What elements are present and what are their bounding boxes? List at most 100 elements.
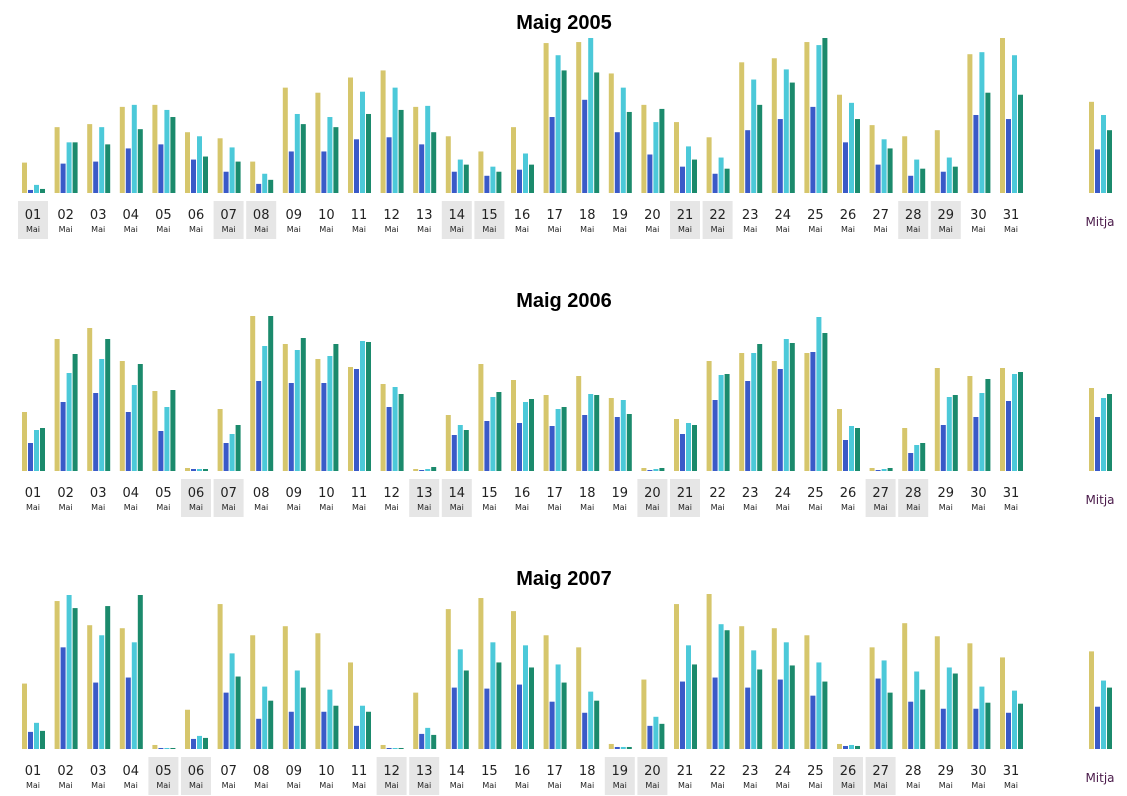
x-tick-label: 29 (938, 208, 955, 223)
bar (327, 356, 333, 471)
bar (511, 127, 516, 193)
bar (170, 117, 176, 193)
x-tick-label: 23 (742, 208, 759, 223)
x-tick-sublabel: Mai (874, 781, 888, 790)
bar (855, 428, 860, 471)
x-tick-sublabel: Mai (808, 503, 822, 512)
bar (1018, 703, 1023, 749)
x-tick-label: 17 (546, 486, 563, 501)
x-tick-sublabel: Mai (841, 503, 855, 512)
bar (757, 104, 763, 193)
x-tick-sublabel: Mai (971, 781, 985, 790)
x-tick-label: 11 (351, 764, 368, 779)
x-tick-sublabel: Mai (254, 225, 268, 234)
x-tick-sublabel: Mai (352, 225, 366, 234)
bar (457, 425, 463, 471)
bar (125, 148, 131, 193)
bar (152, 104, 158, 193)
bar (294, 113, 300, 193)
weekend-bg (930, 201, 961, 239)
bar (789, 343, 795, 471)
x-tick-label: 01 (25, 486, 42, 501)
bar (887, 692, 893, 749)
bar (517, 423, 522, 471)
bar (789, 82, 795, 193)
average-label: Mitja (1085, 493, 1114, 507)
bar (822, 681, 828, 749)
x-tick-label: 10 (318, 208, 335, 223)
x-tick-label: 28 (905, 764, 922, 779)
x-tick-label: 09 (286, 486, 303, 501)
bar (561, 70, 567, 193)
bar (549, 701, 555, 749)
x-tick-sublabel: Mai (26, 503, 40, 512)
x-tick-label: 08 (253, 764, 270, 779)
bar (1107, 687, 1112, 749)
bar (40, 188, 45, 193)
x-tick-label: 21 (677, 486, 694, 501)
x-tick-sublabel: Mai (450, 503, 464, 512)
bar (810, 352, 816, 471)
bar (529, 164, 534, 193)
bar (457, 649, 463, 749)
bar (706, 137, 712, 193)
bar (191, 738, 196, 749)
bar (431, 734, 437, 749)
bar (523, 153, 528, 193)
bar (686, 645, 691, 749)
x-tick-label: 27 (872, 208, 889, 223)
bar (674, 419, 679, 471)
bar (724, 374, 730, 471)
bar (496, 392, 502, 471)
bar (137, 364, 143, 471)
bar (431, 132, 437, 193)
x-tick-sublabel: Mai (450, 225, 464, 234)
x-tick-label: 20 (644, 486, 661, 501)
x-tick-sublabel: Mai (287, 781, 301, 790)
bar (256, 183, 262, 193)
x-tick-sublabel: Mai (222, 781, 236, 790)
x-tick-label: 14 (449, 208, 466, 223)
bar (985, 702, 991, 749)
bar (1018, 372, 1023, 471)
x-tick-sublabel: Mai (59, 503, 73, 512)
x-tick-label: 04 (123, 764, 140, 779)
x-tick-label: 30 (970, 486, 987, 501)
weekend-bg (702, 201, 733, 239)
x-tick-sublabel: Mai (580, 781, 594, 790)
bar (751, 353, 757, 471)
x-tick-sublabel: Mai (808, 781, 822, 790)
bar (413, 469, 419, 471)
bar (745, 130, 751, 193)
bar (659, 468, 665, 471)
bar (354, 139, 359, 193)
weekend-bg (604, 757, 635, 795)
bar (185, 709, 190, 749)
bar (692, 425, 697, 471)
bar (843, 440, 848, 471)
bar (1006, 712, 1011, 749)
x-tick-label: 18 (579, 208, 596, 223)
weekend-bg (246, 201, 277, 239)
bar (804, 42, 810, 193)
bar (620, 87, 626, 193)
x-tick-label: 20 (644, 208, 661, 223)
x-tick-sublabel: Mai (156, 225, 170, 234)
bar (706, 594, 712, 749)
bar (72, 142, 78, 193)
bar (60, 402, 66, 471)
x-tick-label: 04 (123, 486, 140, 501)
x-tick-label: 01 (25, 208, 42, 223)
bar (1000, 657, 1005, 749)
bar (380, 70, 386, 193)
bar (315, 359, 321, 471)
bar (229, 434, 235, 471)
x-tick-label: 18 (579, 486, 596, 501)
x-tick-label: 02 (57, 208, 74, 223)
bar (804, 353, 810, 471)
x-tick-sublabel: Mai (645, 781, 659, 790)
x-tick-sublabel: Mai (580, 225, 594, 234)
x-tick-sublabel: Mai (678, 225, 692, 234)
x-tick-label: 03 (90, 208, 107, 223)
bar (1101, 114, 1106, 193)
